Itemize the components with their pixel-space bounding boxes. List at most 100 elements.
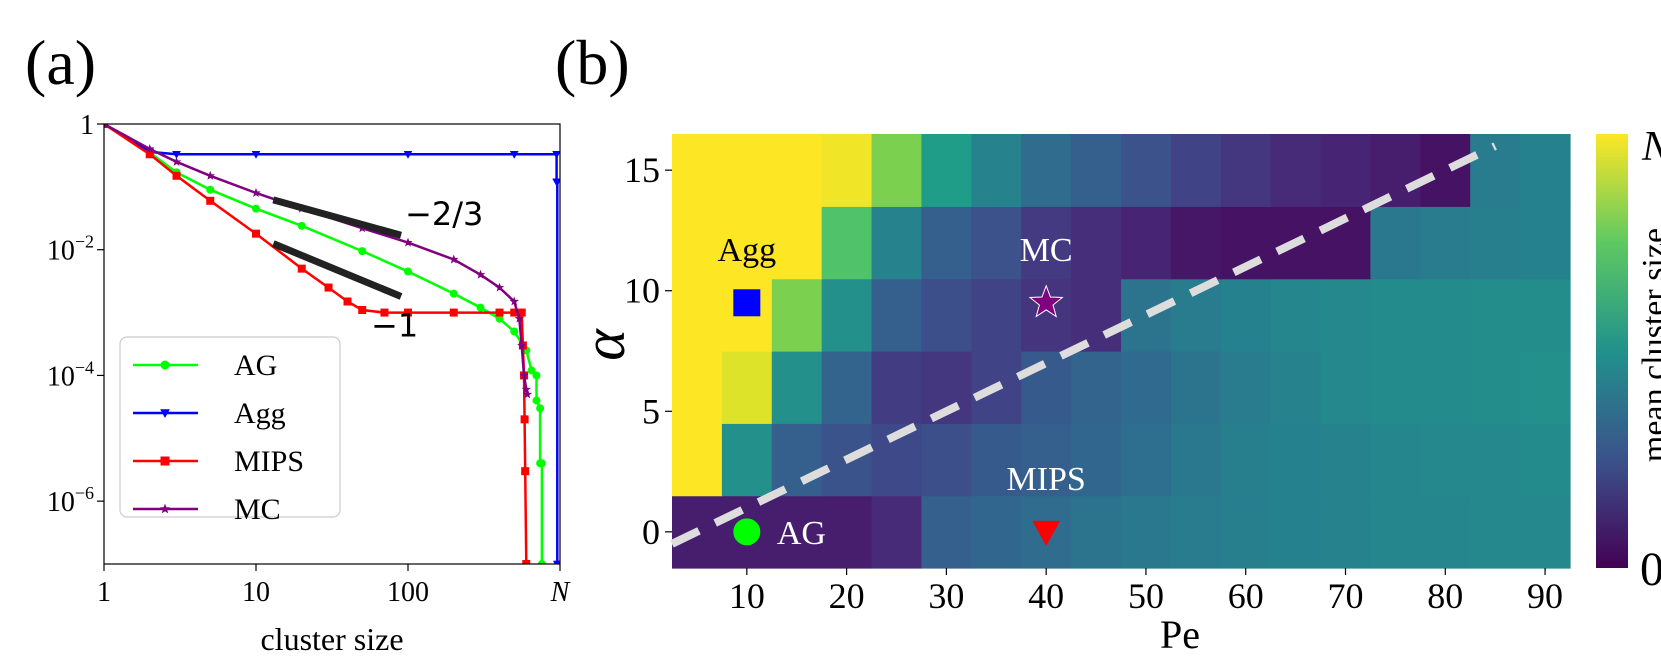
heatmap-cell: [821, 278, 873, 352]
phase-label-mips: MIPS: [1006, 461, 1085, 498]
heatmap-cell: [1520, 278, 1571, 352]
slope-guide-label: −1: [371, 307, 418, 345]
legend-label: Agg: [234, 397, 286, 430]
heatmap-cell: [771, 206, 823, 280]
heatmap-cell: [1121, 206, 1172, 280]
heatmap-cell: [1170, 134, 1222, 207]
data-point-ag: [476, 303, 485, 312]
y-tick-label: 0: [642, 512, 660, 552]
heatmap-cell: [1170, 206, 1222, 280]
colorbar-title: mean cluster size: [1636, 228, 1661, 462]
data-point-mips: [324, 283, 333, 292]
heatmap-cell: [921, 134, 972, 207]
y-tick-label: 10−4: [47, 357, 94, 392]
heatmap-cell: [721, 351, 773, 424]
y-tick-label: 1: [80, 110, 94, 141]
data-point-ag: [404, 267, 412, 276]
data-point-ag: [536, 404, 545, 413]
heatmap-cell: [1071, 206, 1122, 280]
heatmap-cell: [1470, 351, 1521, 424]
heatmap-cell: [1220, 278, 1272, 352]
heatmap-cell: [672, 423, 723, 497]
data-point-ag: [532, 396, 541, 405]
x-tick-label: 60: [1228, 576, 1264, 616]
data-point-mips: [206, 196, 215, 205]
heatmap-cell: [821, 351, 873, 424]
heatmap-cell: [971, 278, 1022, 352]
x-tick-label: 1: [97, 577, 111, 608]
data-point-agg: [555, 560, 560, 564]
heatmap-cell: [1320, 351, 1372, 424]
heatmap-cell: [1370, 278, 1421, 352]
y-tick-label: 10−2: [47, 232, 94, 267]
data-point-mc: [251, 187, 261, 197]
x-tick-label: 10: [242, 577, 270, 608]
data-point-agg: [251, 150, 261, 159]
data-point-mc: [519, 370, 529, 380]
data-point-agg: [172, 150, 181, 159]
phase-label-ag: AG: [777, 515, 826, 552]
heatmap-cell: [921, 278, 972, 352]
y-tick-label: 15: [624, 150, 660, 190]
phase-marker-mips: [1032, 520, 1061, 546]
data-point-mips: [252, 229, 260, 238]
heatmap-cell: [1121, 495, 1172, 569]
panel-a-xlabel: cluster size: [260, 621, 403, 657]
panel-a-label: (a): [25, 27, 96, 98]
data-point-agg: [509, 150, 519, 159]
heatmap-cell: [871, 495, 923, 569]
data-point-mc: [521, 384, 531, 394]
heatmap-cell: [871, 206, 923, 280]
heatmap-cell: [1270, 351, 1322, 424]
heatmap-cell: [871, 278, 923, 352]
heatmap-cell: [1520, 423, 1571, 497]
heatmap-cell: [771, 423, 823, 497]
heatmap-cell: [1121, 423, 1172, 497]
heatmap-cell: [1121, 351, 1172, 424]
data-point-ag: [206, 185, 215, 194]
y-tick-label: 5: [642, 391, 660, 431]
heatmap-cell: [771, 351, 823, 424]
data-point-mc: [448, 254, 459, 264]
heatmap-cell: [821, 495, 873, 569]
heatmap-cell: [1121, 134, 1172, 207]
legend-marker: [159, 503, 171, 514]
legend-marker: [160, 360, 170, 370]
heatmap-cell: [1071, 495, 1122, 569]
heatmap-cell: [1470, 278, 1521, 352]
phase-label-mc: MC: [1020, 232, 1073, 269]
x-tick-label: 100: [387, 577, 429, 608]
heatmap-cell: [971, 495, 1022, 569]
data-point-agg: [552, 178, 560, 187]
x-tick-label: 10: [729, 576, 765, 616]
data-point-mc: [171, 156, 182, 166]
heatmap-cell: [971, 206, 1022, 280]
data-point-mips: [404, 308, 412, 317]
slope-guide-label: −2/3: [405, 195, 483, 233]
data-point-ag: [537, 560, 546, 564]
heatmap-cell: [1121, 278, 1172, 352]
heatmap-cell: [871, 134, 923, 207]
data-point-agg: [552, 150, 560, 159]
data-point-ag: [297, 221, 306, 230]
x-tick-label: 50: [1128, 576, 1164, 616]
data-point-mc: [494, 282, 505, 292]
heatmap-cell: [672, 278, 723, 352]
panel-b-label: (b): [555, 27, 630, 98]
legend-box: [119, 336, 341, 518]
phase-marker-ag: [733, 518, 761, 546]
heatmap-cell: [1021, 351, 1072, 424]
heatmap-cell: [1071, 278, 1122, 352]
data-point-ag: [358, 247, 367, 256]
heatmap-cell: [771, 495, 823, 569]
data-point-mips: [522, 560, 531, 564]
heatmap-cell: [971, 423, 1022, 497]
data-point-ag: [252, 204, 260, 213]
colorbar-gradient: [1596, 134, 1628, 568]
heatmap-cell: [1170, 495, 1222, 569]
data-point-mc: [205, 170, 216, 180]
x-tick-label: 20: [829, 576, 865, 616]
data-point-mips: [380, 308, 389, 317]
